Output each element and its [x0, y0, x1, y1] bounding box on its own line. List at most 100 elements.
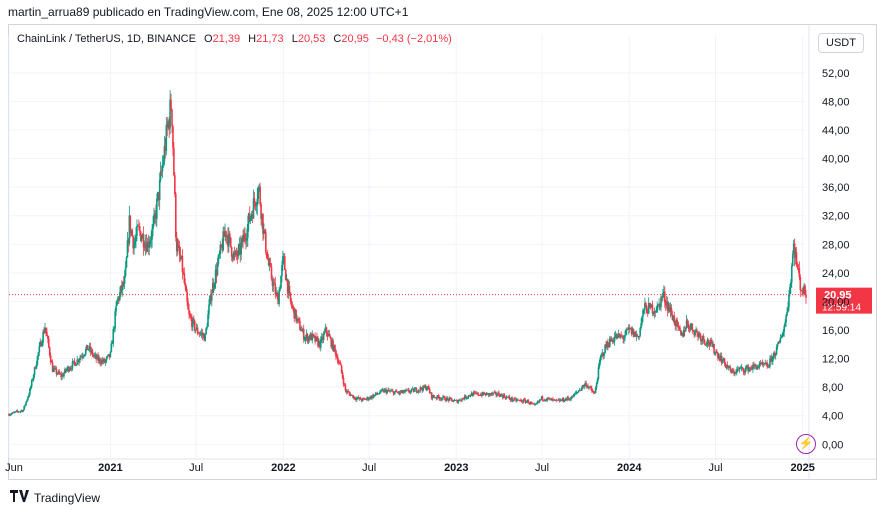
candle-body: [721, 360, 724, 363]
candle-body: [507, 396, 510, 398]
candle-body: [665, 301, 668, 306]
candle-body: [710, 340, 713, 343]
candle-body: [584, 382, 586, 385]
candle-body: [413, 389, 416, 392]
candle-body: [609, 338, 612, 342]
candle-body: [242, 236, 244, 242]
candle-body: [294, 309, 296, 319]
candle-body: [392, 391, 395, 395]
candle-body: [80, 356, 82, 358]
candle-body: [620, 335, 623, 337]
candle-body: [344, 384, 347, 391]
candle-body: [398, 391, 401, 394]
symbol-name[interactable]: ChainLink / TetherUS, 1D, BINANCE: [17, 33, 196, 45]
candle-body: [630, 328, 633, 335]
x-tick-label: Jul: [362, 462, 376, 474]
candle-body: [703, 340, 706, 344]
candle-body: [82, 356, 84, 358]
candle-body: [683, 330, 686, 332]
candle-body: [468, 395, 471, 396]
candle-body: [491, 392, 494, 395]
candle-body: [206, 326, 208, 329]
candle-body: [718, 356, 720, 359]
candle-body: [713, 343, 715, 354]
candle-body: [500, 394, 502, 397]
candle-body: [528, 403, 531, 404]
candle-body: [519, 399, 522, 401]
candle-body: [37, 352, 40, 357]
candle-body: [237, 247, 240, 257]
candle-body: [648, 303, 651, 304]
candle-body: [140, 238, 143, 241]
candle-body: [500, 394, 503, 396]
candle-body: [264, 229, 266, 232]
candle-body: [623, 337, 625, 340]
candle-body: [195, 327, 198, 330]
candle-body: [279, 288, 281, 291]
candle-body: [596, 378, 599, 384]
candle-body: [673, 315, 676, 324]
candle-body: [705, 344, 708, 346]
candle-body: [245, 238, 247, 241]
candle-body: [343, 384, 346, 386]
candle-body: [375, 392, 378, 395]
candle-body: [611, 339, 614, 342]
candle-body: [501, 395, 504, 398]
candle-body: [803, 285, 805, 294]
candle-body: [370, 396, 372, 399]
candle-body: [642, 310, 644, 317]
candle-body: [727, 367, 730, 369]
candle-body: [593, 392, 596, 394]
currency-button[interactable]: USDT: [818, 33, 864, 53]
candle-body: [422, 385, 424, 391]
candle-body: [761, 362, 764, 365]
candle-body: [184, 283, 187, 287]
candle-body: [776, 343, 779, 347]
candle-body: [387, 389, 389, 391]
candle-body: [174, 193, 177, 238]
candle-body: [607, 342, 609, 347]
candle-body: [581, 385, 584, 389]
candle-body: [32, 374, 35, 380]
candle-body: [351, 394, 353, 396]
candle-body: [167, 121, 170, 128]
candle-body: [546, 397, 549, 401]
candle-body: [102, 360, 104, 362]
candle-body: [287, 285, 290, 294]
candle-body: [25, 401, 27, 406]
candle-body: [45, 327, 47, 332]
candle-body: [791, 253, 794, 266]
candle-body: [311, 333, 314, 341]
lightning-icon[interactable]: ⚡: [796, 434, 816, 454]
candle-body: [138, 225, 140, 227]
candle-body: [147, 241, 150, 248]
candle-body: [487, 393, 490, 396]
candle-body: [793, 243, 796, 259]
candle-body: [513, 398, 515, 401]
candle-body: [74, 362, 77, 366]
candle-body: [444, 396, 446, 401]
candle-body: [16, 410, 19, 412]
candle-body: [295, 309, 297, 322]
candle-body: [563, 401, 566, 402]
y-tick-label: 44,00: [822, 125, 850, 137]
candle-body: [393, 391, 396, 395]
candle-body: [759, 362, 762, 365]
candle-body: [192, 318, 195, 321]
candle-body: [442, 396, 444, 399]
candle-body: [787, 307, 789, 312]
candle-body: [354, 396, 356, 400]
y-tick-label: 12,00: [822, 354, 850, 366]
x-tick-label: 2025: [790, 462, 814, 474]
candle-body: [327, 333, 330, 337]
x-tick-label: Jun: [5, 462, 23, 474]
candle-body: [326, 332, 329, 337]
candle-body: [198, 333, 201, 335]
candle-body: [313, 335, 315, 337]
candle-body: [462, 398, 464, 400]
candle-body: [543, 399, 546, 401]
candle-body: [731, 370, 733, 374]
candle-body: [615, 334, 618, 339]
candle-body: [275, 292, 278, 295]
